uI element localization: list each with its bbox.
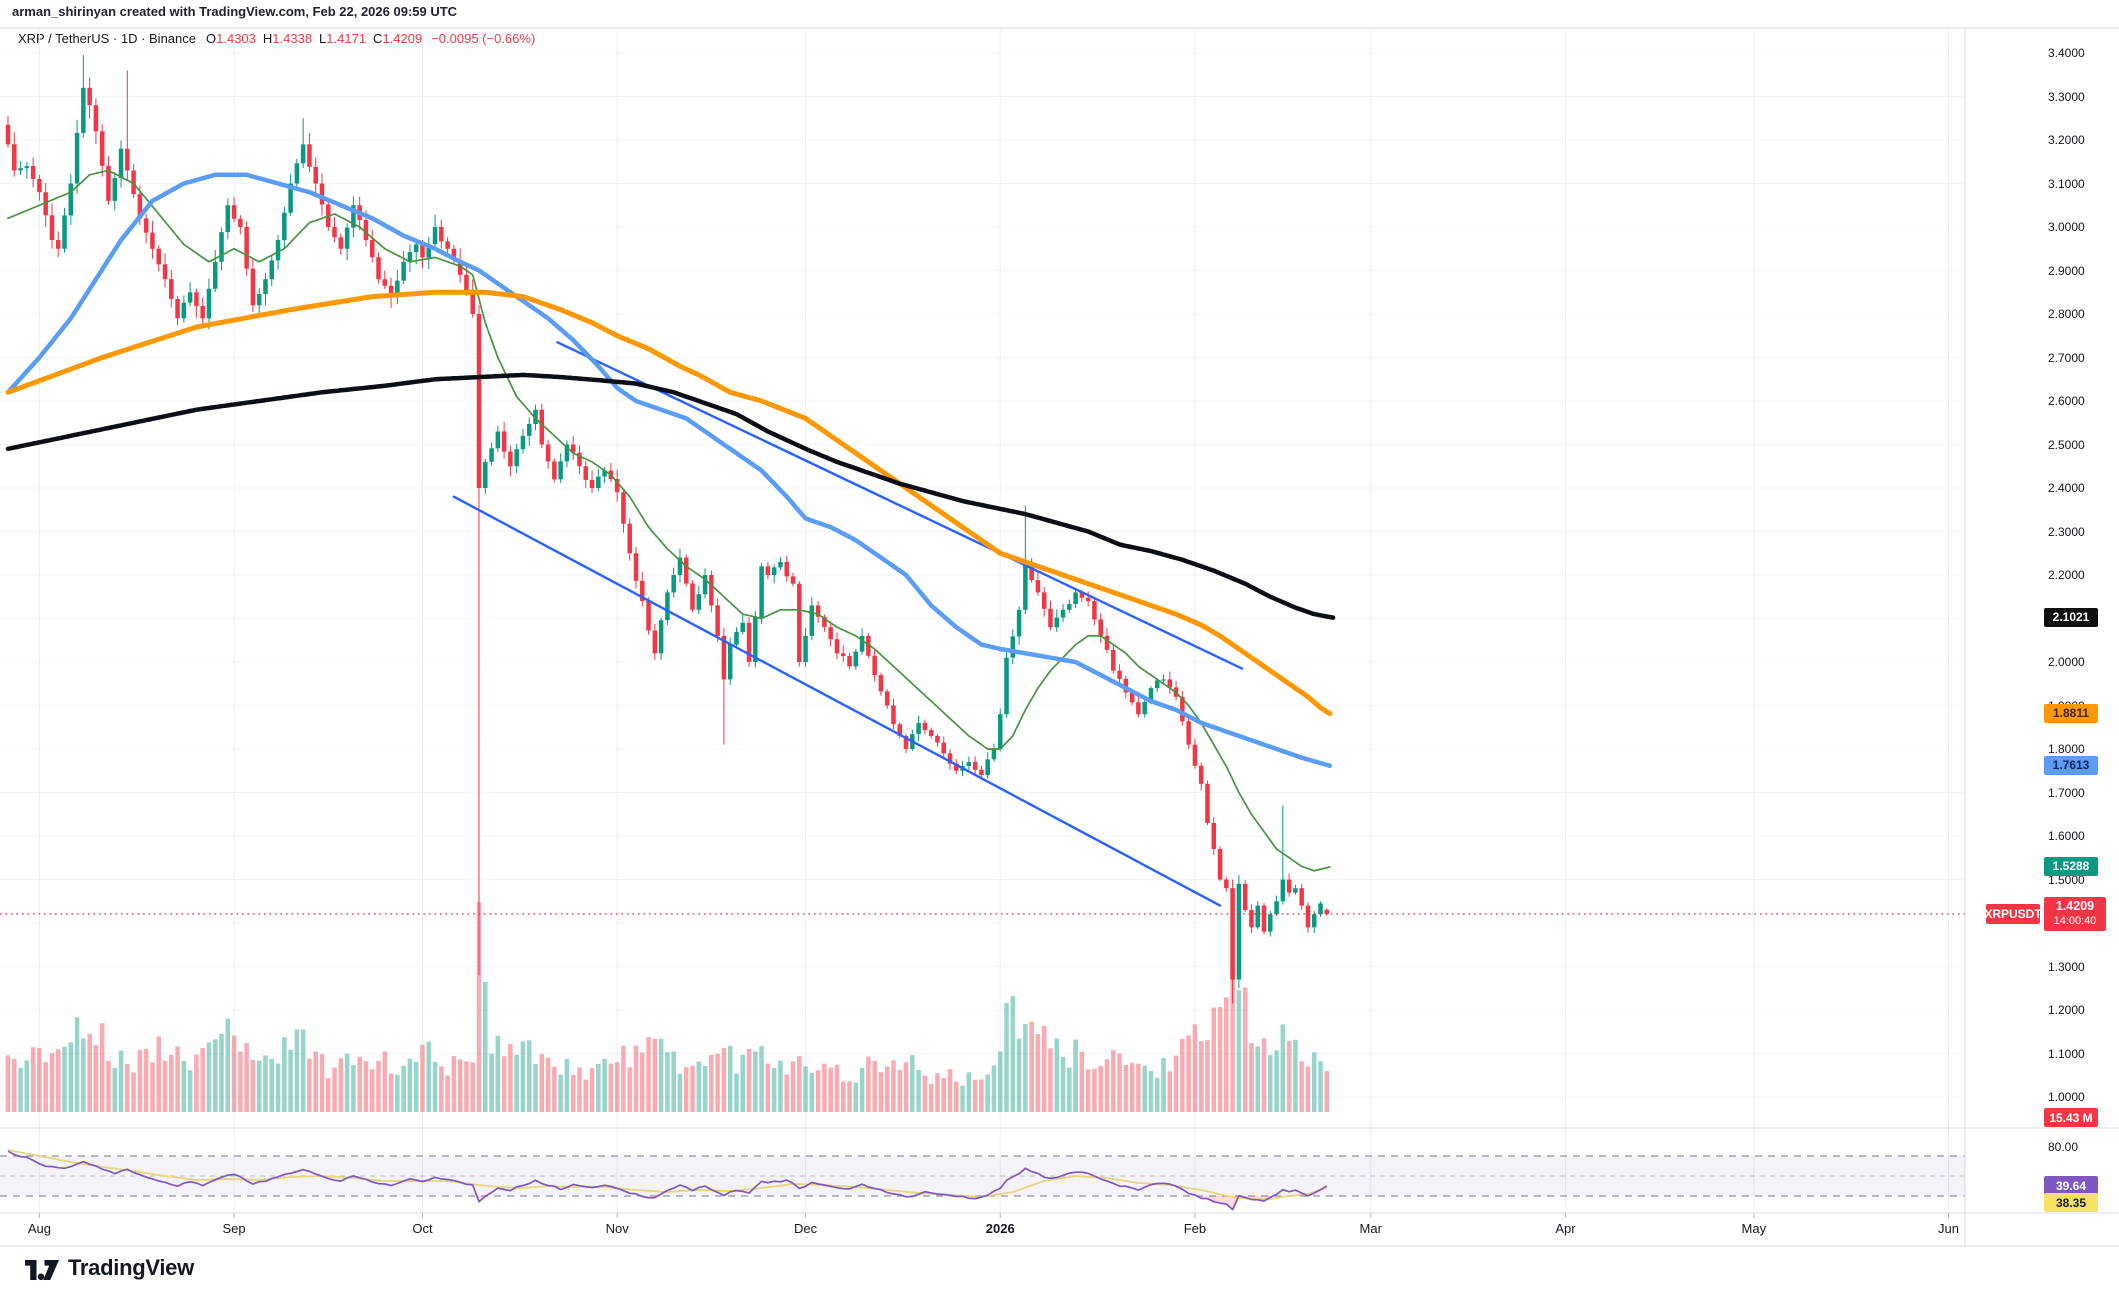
sma-50-blue-line (5, 172, 1333, 769)
price-axis-label: 1.7000 (2048, 785, 2085, 800)
symbol-title[interactable]: XRP / TetherUS · 1D · Binance (18, 31, 196, 46)
price-axis-label: 3.0000 (2048, 220, 2085, 234)
time-axis-label-jun: Jun (1938, 1221, 1959, 1236)
rsi-line (7, 1150, 1328, 1211)
time-axis-label-mar: Mar (1359, 1221, 1382, 1236)
ema-green-line (7, 169, 1331, 872)
time-axis-label-nov: Nov (605, 1221, 629, 1236)
ohlc-l: L1.4171 (319, 31, 367, 46)
time-axis-label-sep: Sep (222, 1221, 246, 1236)
ohlc-o: O1.4303 (206, 31, 256, 46)
upper-channel (556, 341, 1244, 670)
price-axis-label: 2.3000 (2048, 524, 2085, 539)
sma-200-black-price-tag: 2.1021 (2044, 607, 2098, 627)
time-axis-label-aug: Aug (27, 1221, 51, 1236)
rsi-pane (0, 1149, 1965, 1211)
volume-value-tag: 15.43 M (2044, 1108, 2098, 1127)
price-axis-label: 1.1000 (2048, 1046, 2085, 1061)
candlesticks[interactable] (5, 55, 1330, 1004)
sma-100-orange-line (5, 289, 1333, 717)
watermark-attribution: arman_shirinyan created with TradingView… (12, 4, 458, 19)
time-axis-label-2026: 2026 (985, 1221, 1015, 1236)
rsi-ma-line (7, 1149, 1328, 1200)
price-axis-label: 3.2000 (2048, 133, 2085, 147)
price-axis-label: 2.5000 (2048, 437, 2085, 452)
price-axis-label: 2.0000 (2048, 655, 2085, 669)
ohlc-legend: O1.4303 H1.4338 L1.4171 C1.4209 (206, 31, 429, 46)
price-axis-label: 2.8000 (2048, 307, 2085, 321)
price-axis-label: 2.6000 (2048, 394, 2085, 408)
tradingview-logo-icon (25, 1260, 59, 1281)
time-axis-label-feb: Feb (1183, 1221, 1207, 1236)
change-readout: −0.0095 (−0.66%) (431, 31, 536, 46)
price-axis-label: 3.1000 (2048, 176, 2085, 191)
lower-channel (452, 495, 1222, 907)
price-axis-label: 1.0000 (2048, 1090, 2085, 1104)
rsi-ma-value-tag: 38.35 (2044, 1193, 2098, 1212)
trendlines[interactable] (452, 341, 1244, 907)
price-line-symbol-tag: XRPUSDT (1984, 904, 2042, 924)
price-axis-label: 3.3000 (2048, 89, 2085, 104)
tradingview-logo-text: TradingView (68, 1255, 194, 1280)
sma-100-orange-price-tag: 1.8811 (2044, 703, 2098, 723)
price-axis-label: 3.4000 (2048, 46, 2085, 60)
moving-averages (5, 169, 1336, 872)
symbol-legend: XRP / TetherUS · 1D · Binance O1.4303 H1.4… (18, 31, 535, 46)
time-axis-label-apr: Apr (1555, 1221, 1576, 1236)
time-axis-label-oct: Oct (412, 1221, 433, 1236)
sma-50-blue-price-tag: 1.7613 (2044, 755, 2098, 775)
price-axis-label: 1.3000 (2048, 959, 2085, 974)
ohlc-h: H1.4338 (262, 31, 313, 46)
price-axis-label: 2.7000 (2048, 350, 2085, 365)
gridlines (0, 28, 1965, 1218)
time-axis-label-may: May (1741, 1221, 1767, 1236)
price-axis-label: 2.4000 (2048, 481, 2085, 495)
pane-borders (0, 27, 2119, 1247)
rsi-axis-label: 80.00 (2048, 1140, 2079, 1154)
current-price-tag: 1.4209 14:00:40 (2044, 897, 2106, 931)
price-axis-label: 2.2000 (2048, 568, 2085, 582)
ohlc-c: C1.4209 (373, 31, 423, 46)
bar-countdown: 14:00:40 (2053, 915, 2097, 927)
price-axis-label: 1.6000 (2048, 829, 2085, 843)
price-axis-label: 1.2000 (2048, 1003, 2085, 1017)
ema-green-price-tag: 1.5288 (2044, 856, 2098, 876)
tradingview-logo[interactable]: TradingView (24, 1254, 194, 1282)
rsi-value-tag: 39.64 (2044, 1176, 2098, 1195)
volume-bars (5, 902, 1330, 1112)
price-axis-label: 2.9000 (2048, 263, 2085, 278)
sma-200-black-line (5, 372, 1336, 620)
price-axis-label: 1.8000 (2048, 742, 2085, 756)
price-axis-label: 1.5000 (2048, 872, 2085, 887)
current-price-value: 1.4209 (2055, 899, 2095, 913)
time-axis-label-dec: Dec (793, 1221, 818, 1236)
